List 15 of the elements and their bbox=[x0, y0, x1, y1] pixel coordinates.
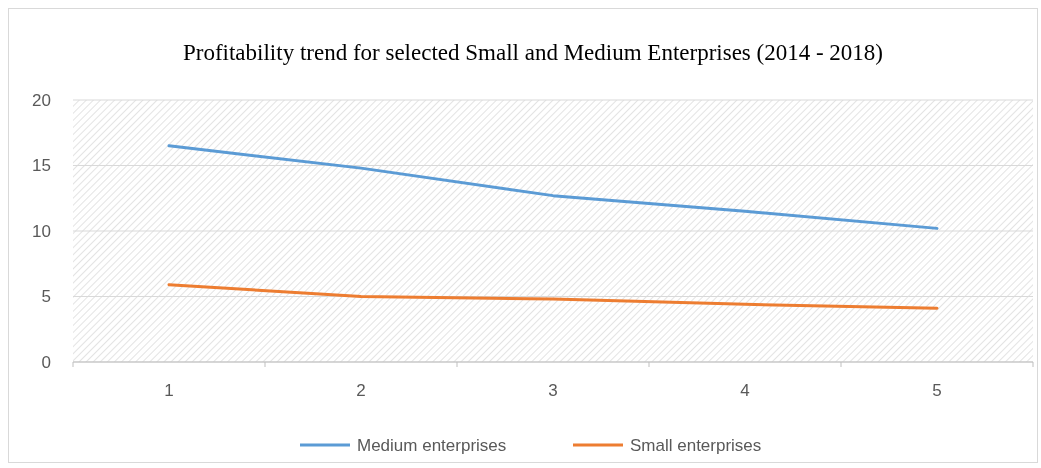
y-tick-label: 20 bbox=[32, 90, 51, 110]
x-tick-label: 2 bbox=[356, 381, 366, 400]
legend-label: Medium enterprises bbox=[357, 435, 507, 455]
x-tick-label: 3 bbox=[548, 381, 558, 400]
x-tick-label: 5 bbox=[932, 381, 942, 400]
line-series bbox=[167, 144, 939, 230]
x-tick-label: 1 bbox=[164, 381, 174, 400]
x-tick-label: 4 bbox=[740, 381, 750, 400]
y-tick-label: 15 bbox=[32, 156, 51, 176]
y-tick-label: 10 bbox=[32, 221, 51, 241]
legend-label: Small enterprises bbox=[630, 435, 762, 455]
y-tick-label: 5 bbox=[41, 287, 51, 307]
line-series bbox=[167, 283, 939, 310]
y-tick-label: 0 bbox=[41, 352, 51, 372]
chart-title: Profitability trend for selected Small and Medium Enterprises (2014 - 2018) bbox=[182, 40, 884, 65]
